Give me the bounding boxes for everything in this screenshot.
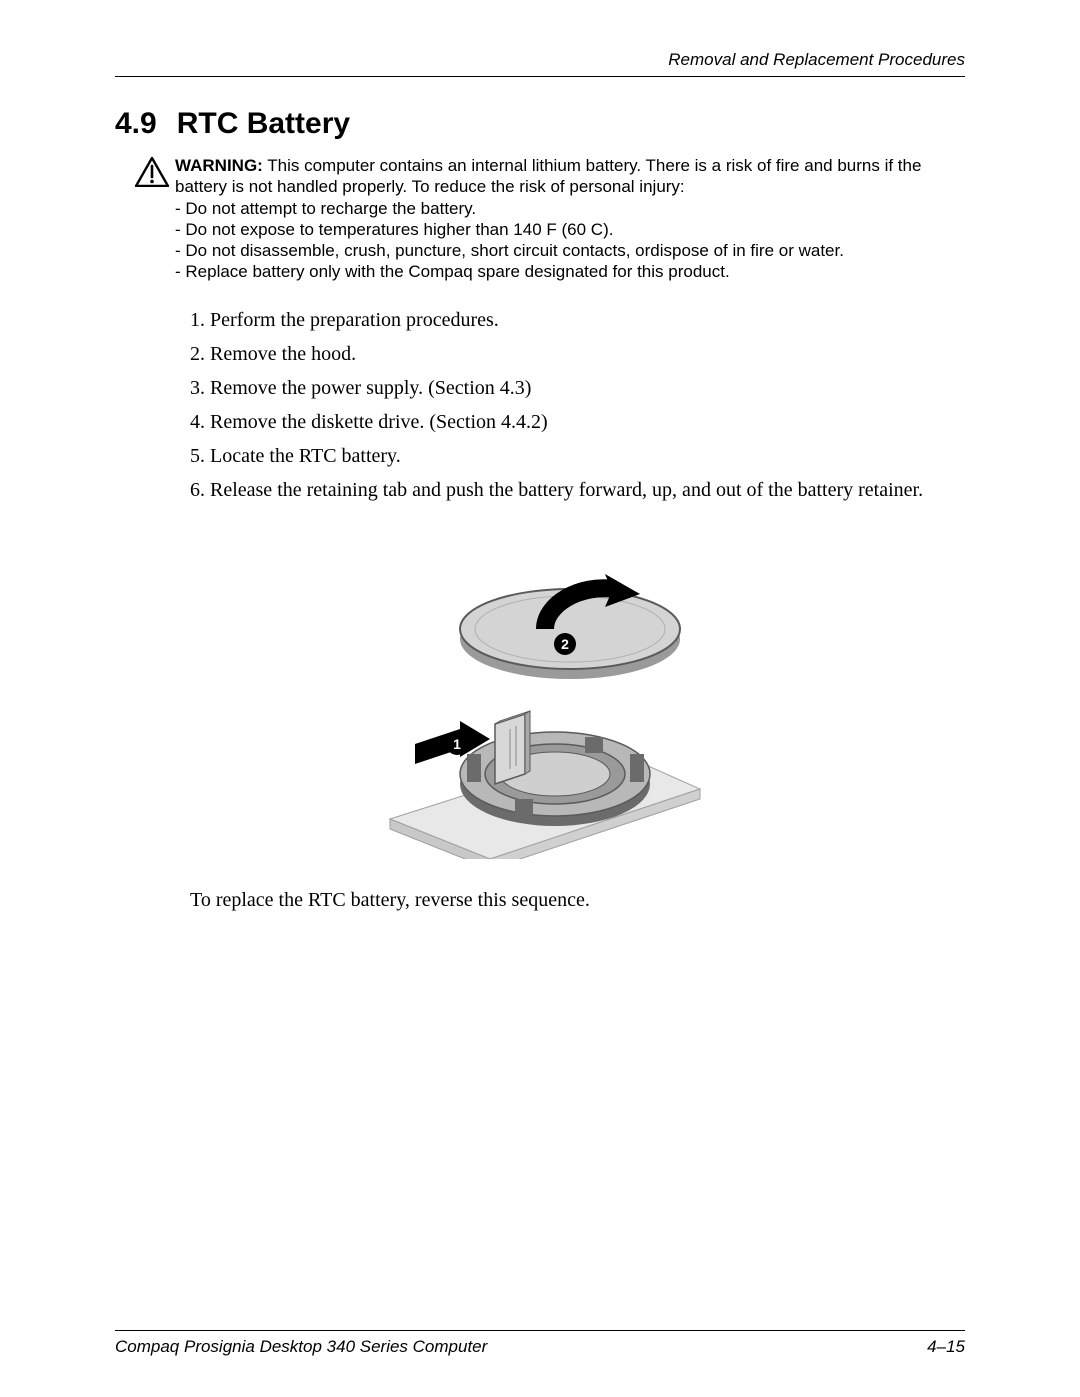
running-header: Removal and Replacement Procedures <box>115 50 965 77</box>
step: 4. Remove the diskette drive. (Section 4… <box>190 407 965 438</box>
warning-bullet: - Do not attempt to recharge the battery… <box>175 198 965 219</box>
warning-icon <box>135 157 169 192</box>
step: 5. Locate the RTC battery. <box>190 441 965 472</box>
retaining-tab <box>495 711 530 784</box>
battery-holder <box>460 711 650 826</box>
warning-bullet: - Replace battery only with the Compaq s… <box>175 261 965 282</box>
section-number: 4.9 <box>115 107 157 140</box>
page-content: Removal and Replacement Procedures 4.9 RT… <box>0 0 1080 1397</box>
figure-container: 1 2 <box>115 549 965 859</box>
warning-label: WARNING: <box>175 156 263 175</box>
warning-bullet: - Do not expose to temperatures higher t… <box>175 219 965 240</box>
step: 6. Release the retaining tab and push th… <box>190 475 965 506</box>
rtc-battery-figure: 1 2 <box>360 549 720 859</box>
step: 1. Perform the preparation procedures. <box>190 305 965 336</box>
warning-bullet: - Do not disassemble, crush, puncture, s… <box>175 240 965 261</box>
section-heading: 4.9 RTC Battery <box>115 107 965 141</box>
section-title: RTC Battery <box>177 107 350 140</box>
callout-2: 2 <box>554 633 576 655</box>
step: 3. Remove the power supply. (Section 4.3… <box>190 373 965 404</box>
warning-block: WARNING: This computer contains an inter… <box>135 155 965 283</box>
svg-text:1: 1 <box>453 736 461 752</box>
callout-1: 1 <box>446 733 468 755</box>
procedure-steps: 1. Perform the preparation procedures. 2… <box>190 305 965 509</box>
footer-left: Compaq Prosignia Desktop 340 Series Comp… <box>115 1337 487 1357</box>
page-footer: Compaq Prosignia Desktop 340 Series Comp… <box>115 1330 965 1357</box>
warning-body: WARNING: This computer contains an inter… <box>175 155 965 283</box>
warning-intro: This computer contains an internal lithi… <box>175 156 921 196</box>
footer-right: 4–15 <box>927 1337 965 1357</box>
closing-text: To replace the RTC battery, reverse this… <box>190 889 965 912</box>
step: 2. Remove the hood. <box>190 339 965 370</box>
svg-text:2: 2 <box>561 636 569 652</box>
